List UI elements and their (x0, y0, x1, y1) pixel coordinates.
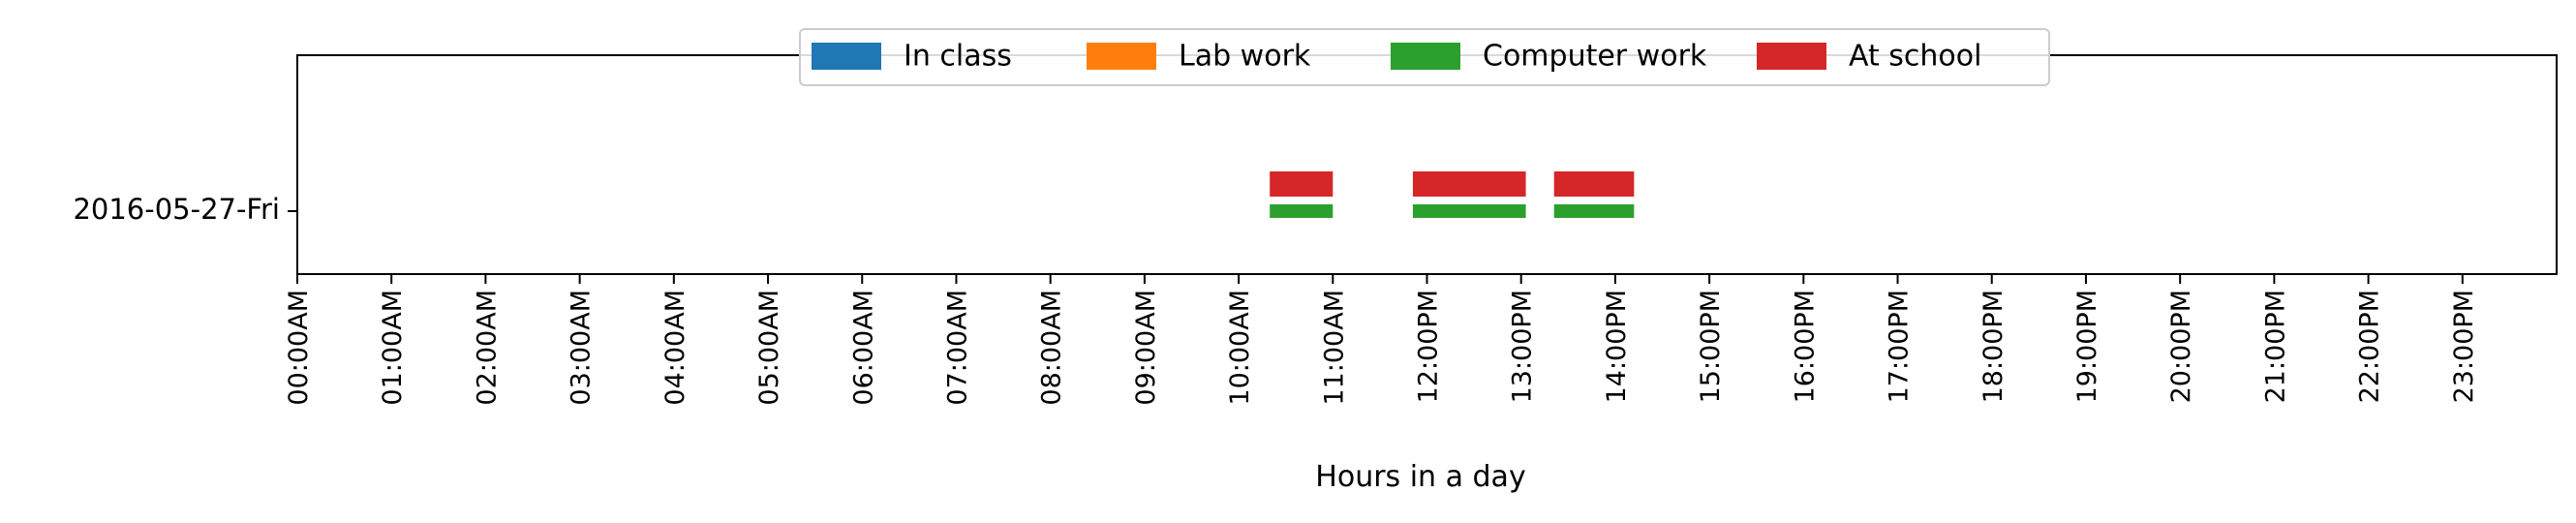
x-tick-label: 07:00AM (942, 290, 972, 406)
x-tick-label: 09:00AM (1131, 290, 1161, 406)
x-tick-label: 22:00PM (2355, 290, 2385, 403)
bar-computer-work (1553, 204, 1635, 218)
legend-entry-computer-work: Computer work (1391, 40, 1707, 74)
y-axis: 2016-05-27-Fri (73, 193, 297, 226)
x-tick-label: 03:00AM (567, 290, 597, 406)
x-tick-label: 16:00PM (1790, 290, 1820, 403)
legend-entry-at-school: At school (1757, 40, 1981, 74)
y-tick-label: 2016-05-27-Fri (73, 193, 280, 226)
legend-entry-lab-work: Lab work (1087, 40, 1311, 74)
x-tick-label: 13:00PM (1508, 290, 1538, 403)
bar-at-school (1553, 171, 1635, 197)
x-tick-label: 14:00PM (1602, 290, 1632, 403)
plot-frame (296, 54, 2558, 275)
x-tick-label: 10:00AM (1225, 290, 1255, 406)
bar-at-school (1412, 171, 1526, 197)
legend-label: Lab work (1179, 40, 1311, 74)
x-tick-label: 20:00PM (2166, 290, 2196, 403)
legend-swatch (1087, 43, 1156, 70)
x-tick-label: 15:00PM (1696, 290, 1726, 403)
legend-swatch (1391, 43, 1460, 70)
x-tick-label: 06:00AM (848, 290, 878, 406)
x-tick-label: 05:00AM (754, 290, 784, 406)
x-tick-label: 04:00AM (660, 290, 690, 406)
x-axis: 00:00AM 01:00AM 02:00AM 03:00AM 04:00AM 05:00… (284, 274, 2479, 406)
x-tick-label: 21:00PM (2260, 290, 2290, 403)
plot-area (296, 54, 2558, 275)
bar-computer-work (1412, 204, 1526, 218)
bar-at-school (1270, 171, 1334, 197)
bar-computer-work (1270, 204, 1334, 218)
legend-swatch (1757, 43, 1826, 70)
legend-label: In class (904, 40, 1012, 74)
x-tick-label: 17:00PM (1885, 290, 1915, 403)
x-tick-label: 23:00PM (2449, 290, 2479, 403)
legend-swatch (812, 43, 881, 70)
legend: In class Lab work Computer work At school (799, 28, 2050, 86)
x-axis-label: Hours in a day (1315, 460, 1525, 494)
x-tick-label: 02:00AM (472, 290, 502, 406)
x-tick-label: 18:00PM (1978, 290, 2009, 403)
legend-label: At school (1849, 40, 1981, 74)
x-tick-label: 00:00AM (284, 290, 314, 406)
x-tick-label: 01:00AM (378, 290, 408, 406)
x-tick-label: 12:00PM (1414, 290, 1444, 403)
x-tick-label: 08:00AM (1037, 290, 1067, 406)
x-tick-label: 11:00AM (1319, 290, 1349, 406)
legend-entry-in-class: In class (812, 40, 1012, 74)
x-tick-label: 19:00PM (2072, 290, 2102, 403)
legend-label: Computer work (1483, 40, 1707, 74)
